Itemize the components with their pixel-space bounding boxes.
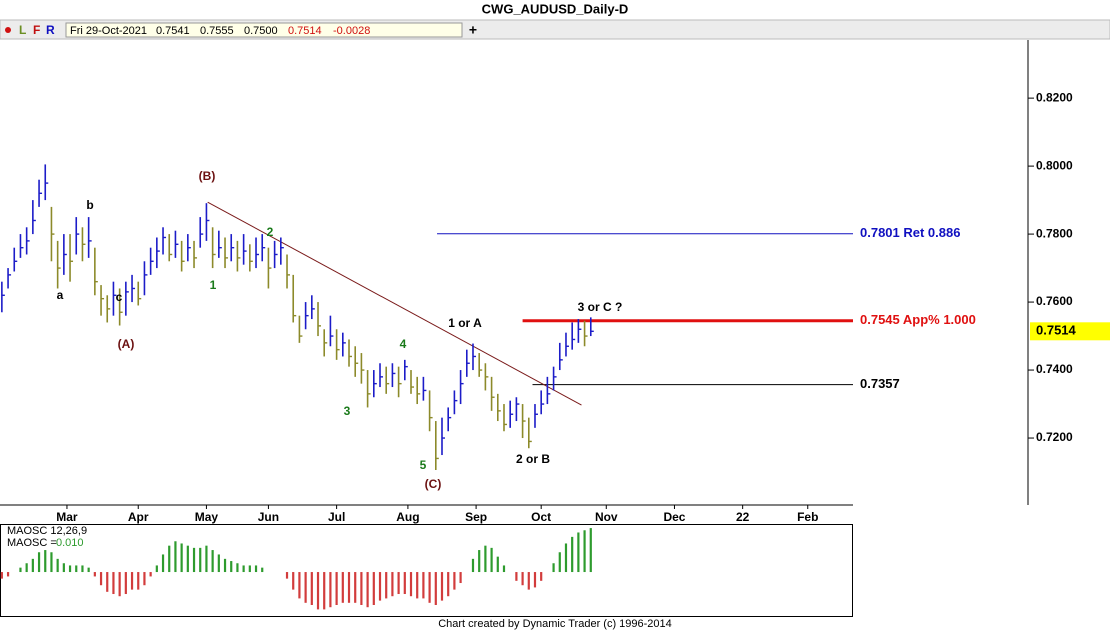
quote-close: 0.7514: [288, 25, 322, 37]
status-dot: [5, 27, 11, 33]
toolbar-flag[interactable]: F: [33, 23, 40, 37]
quote-high: 0.7555: [200, 25, 234, 37]
footer: Chart created by Dynamic Trader (c) 1996…: [438, 618, 672, 630]
toolbar-flag[interactable]: L: [19, 23, 26, 37]
wave-label: 3: [344, 404, 351, 418]
price-marker: [1030, 322, 1110, 341]
quote-open: 0.7541: [156, 25, 190, 37]
y-tick-label: 0.7200: [1036, 430, 1073, 444]
wave-label: 1 or A: [448, 316, 482, 330]
indicator-value: 0.010: [56, 537, 84, 549]
indicator-panel: [0, 524, 853, 617]
indicator-value-name: MAOSC =: [7, 537, 57, 549]
x-tick-label: Jul: [328, 510, 345, 524]
y-tick-label: 0.7600: [1036, 294, 1073, 308]
wave-label: 1: [210, 278, 217, 292]
y-tick-label: 0.8200: [1036, 90, 1073, 104]
y-tick-label: 0.8000: [1036, 158, 1073, 172]
quote-change: -0.0028: [333, 25, 370, 37]
indicator-title: MAOSC 12,26,9: [7, 525, 87, 537]
wave-label: 3 or C ?: [578, 300, 623, 314]
x-tick-label: Nov: [595, 510, 618, 524]
y-tick-label: 0.7800: [1036, 226, 1073, 240]
add-button[interactable]: +: [469, 22, 477, 38]
x-tick-label: Dec: [663, 510, 685, 524]
wave-label: 5: [420, 458, 427, 472]
wave-label: (A): [118, 337, 135, 351]
quote-box: [65, 22, 463, 38]
x-tick-label: 22: [736, 510, 750, 524]
wave-label: 2: [267, 225, 274, 239]
trendline: [207, 201, 582, 406]
x-tick-label: Aug: [396, 510, 419, 524]
x-tick-label: Oct: [531, 510, 551, 524]
x-tick-label: Feb: [797, 510, 818, 524]
wave-label: 4: [400, 337, 407, 351]
wave-label: (C): [425, 477, 442, 491]
x-tick-label: Mar: [56, 510, 78, 524]
x-tick-label: Jun: [258, 510, 279, 524]
wave-label: (B): [199, 169, 216, 183]
price-marker-label: 0.7514: [1036, 323, 1077, 338]
quote-date: Fri 29-Oct-2021: [70, 25, 147, 37]
y-tick-label: 0.7400: [1036, 362, 1073, 376]
chart-title: CWG_AUDUSD_Daily-D: [482, 1, 629, 16]
toolbar-flag[interactable]: R: [46, 23, 55, 37]
wave-label: c: [116, 290, 123, 304]
level-label: 0.7357: [860, 376, 900, 391]
x-tick-label: Sep: [465, 510, 487, 524]
level-label: 0.7801 Ret 0.886: [860, 225, 960, 240]
x-tick-label: May: [195, 510, 219, 524]
level-label: 0.7545 App% 1.000: [860, 312, 976, 327]
wave-label: 2 or B: [516, 452, 550, 466]
quote-low: 0.7500: [244, 25, 278, 37]
wave-label: a: [57, 288, 64, 302]
wave-label: b: [86, 198, 93, 212]
x-tick-label: Apr: [128, 510, 149, 524]
